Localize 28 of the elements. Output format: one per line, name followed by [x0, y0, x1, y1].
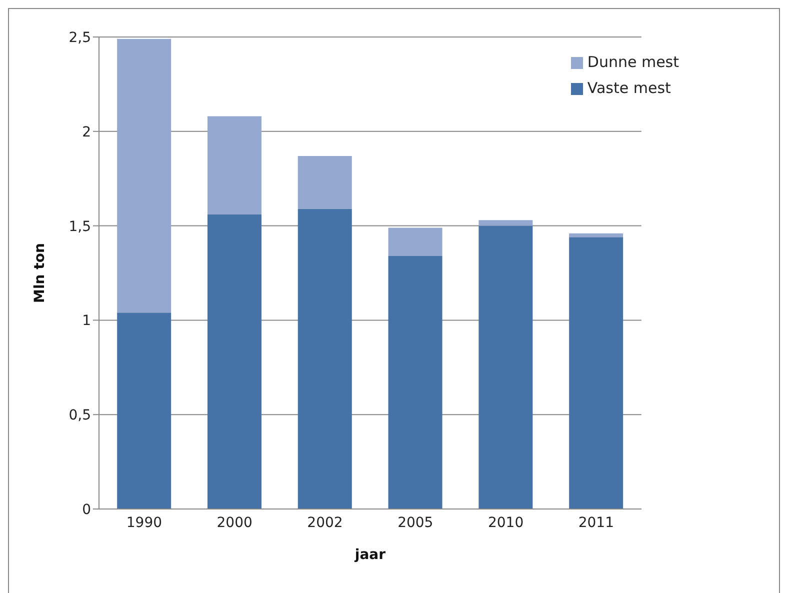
y-tick-label: 0 [82, 502, 91, 518]
bar [569, 233, 624, 238]
x-tick-label: 2000 [216, 514, 252, 531]
x-tick-label: 2002 [307, 514, 343, 531]
y-tick-label: 1 [82, 313, 91, 330]
y-tick-label: 0,5 [68, 408, 91, 424]
y-tick-label: 1,5 [68, 218, 91, 235]
legend-label: Vaste mest [587, 79, 671, 97]
bar [117, 312, 172, 509]
bar [117, 38, 172, 313]
x-tick-label: 2010 [488, 514, 524, 531]
x-tick-label: 1990 [126, 514, 162, 531]
bar [388, 228, 442, 256]
bar [298, 208, 352, 509]
bar [478, 220, 533, 226]
x-tick-label: 2011 [578, 514, 614, 531]
y-axis-title: Mln ton [32, 243, 48, 303]
bar [207, 116, 262, 214]
x-axis-title: jaar [354, 547, 386, 563]
bar [569, 237, 624, 509]
x-tick-label: 2005 [398, 514, 434, 531]
bar [207, 214, 262, 509]
y-tick-label: 2 [82, 124, 91, 140]
bar [478, 226, 533, 509]
bar [298, 156, 352, 209]
y-tick-label: 2,5 [68, 30, 91, 46]
bar [388, 256, 442, 509]
legend-label: Dunne mest [587, 53, 679, 71]
